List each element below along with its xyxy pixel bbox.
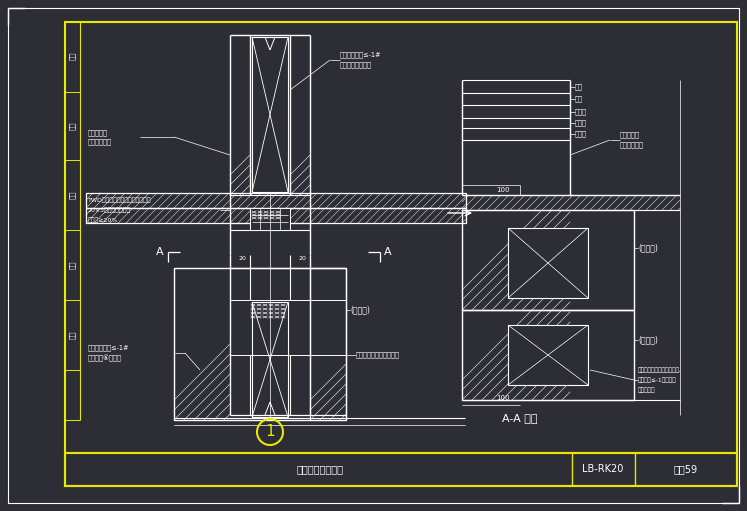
Text: 100: 100 <box>496 395 509 401</box>
Text: 批荡粉刷面: 批荡粉刷面 <box>88 130 108 136</box>
Text: 磁砖体: 磁砖体 <box>575 131 587 137</box>
Bar <box>252 302 288 417</box>
Bar <box>508 325 588 385</box>
Text: 砂浆防水层: 砂浆防水层 <box>638 387 656 393</box>
Text: 粘结: 粘结 <box>575 96 583 102</box>
Text: 性水砂浆⑥防水层: 性水砂浆⑥防水层 <box>88 355 122 362</box>
Text: (外窗台): (外窗台) <box>638 244 658 252</box>
Text: 20: 20 <box>298 256 306 261</box>
Text: A-A 剖面: A-A 剖面 <box>502 413 538 423</box>
Bar <box>462 310 634 400</box>
Text: A: A <box>156 247 164 257</box>
Bar <box>250 208 290 230</box>
Text: 找平层: 找平层 <box>575 120 587 126</box>
Bar <box>65 453 737 486</box>
Text: 区别: 区别 <box>69 122 75 130</box>
Text: (内窗台): (内窗台) <box>638 336 658 344</box>
Text: 涂料装修粉面: 涂料装修粉面 <box>88 138 112 145</box>
Text: A: A <box>384 247 392 257</box>
Text: 管窦板面层装饰面积做法: 管窦板面层装饰面积做法 <box>356 352 400 358</box>
Bar <box>310 268 346 420</box>
Bar <box>65 22 737 486</box>
Text: 划别: 划别 <box>69 52 75 60</box>
Text: 页号59: 页号59 <box>674 464 698 474</box>
Text: 管窦节点防水构造: 管窦节点防水构造 <box>297 464 344 474</box>
Text: 聚氨酯防水涂料防水层做法,: 聚氨酯防水涂料防水层做法, <box>638 367 682 373</box>
Text: 涂料装修粉面: 涂料装修粉面 <box>620 142 644 148</box>
Text: 区别: 区别 <box>69 191 75 199</box>
Bar <box>252 37 288 192</box>
Bar <box>174 268 346 420</box>
Text: 管窦板底标高≤-1#: 管窦板底标高≤-1# <box>340 52 382 58</box>
Text: 20×5沥青麻绳止水，: 20×5沥青麻绳止水， <box>88 207 131 213</box>
Bar <box>86 193 466 208</box>
Text: 20: 20 <box>238 256 246 261</box>
Bar <box>86 208 466 223</box>
Text: 管窦板底标高≤-1#: 管窦板底标高≤-1# <box>88 345 129 351</box>
Text: TWD聚氨酯聚合物防水涂料防水层: TWD聚氨酯聚合物防水涂料防水层 <box>88 197 152 203</box>
Text: 100: 100 <box>496 187 509 193</box>
Text: 批荡粉刷面: 批荡粉刷面 <box>620 132 640 138</box>
Text: 管窦板底≤-1旋门铲水: 管窦板底≤-1旋门铲水 <box>638 377 677 383</box>
Text: 宽分率≥20%: 宽分率≥20% <box>88 217 118 223</box>
Text: LB-RK20: LB-RK20 <box>583 464 624 474</box>
Bar <box>508 228 588 298</box>
Text: 1: 1 <box>265 425 275 439</box>
Bar <box>462 210 634 310</box>
Text: (内窗台): (内窗台) <box>350 306 370 314</box>
Text: 面砖: 面砖 <box>575 84 583 90</box>
Text: 区别: 区别 <box>69 261 75 269</box>
Text: 低水防砂浆防水层: 低水防砂浆防水层 <box>340 62 372 68</box>
Text: 区别: 区别 <box>69 331 75 339</box>
Text: 防水层: 防水层 <box>575 109 587 115</box>
